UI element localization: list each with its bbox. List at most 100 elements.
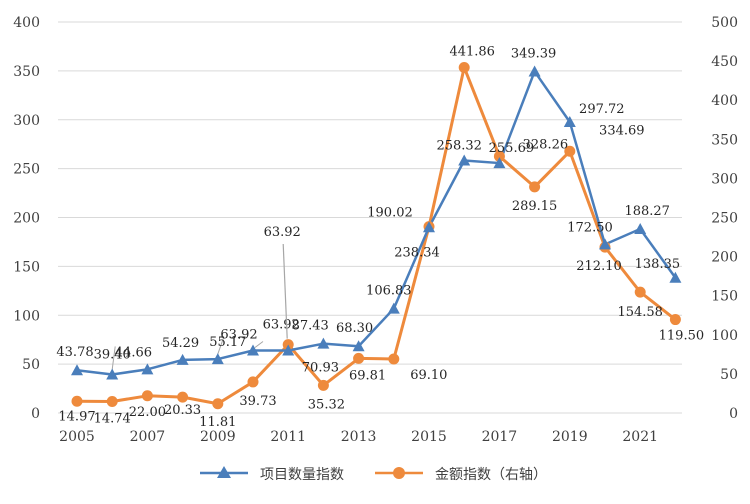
left-tick-label: 0	[31, 406, 40, 422]
amount-index-label: 39.73	[239, 394, 276, 409]
amount-index-label: 35.32	[308, 397, 345, 412]
annotation-leader	[282, 243, 288, 339]
annotation-label: 63.92	[264, 225, 301, 240]
amount-index-point	[247, 376, 259, 388]
left-tick-label: 350	[13, 64, 40, 80]
legend-item-amount-index[interactable]: 金额指数（右轴）	[375, 467, 547, 483]
annotations: 63.92	[264, 225, 301, 339]
right-tick-label: 300	[711, 171, 738, 187]
amount-index-point	[71, 395, 83, 407]
gridlines	[58, 21, 682, 414]
legend-item-count-index[interactable]: 项目数量指数	[200, 466, 344, 483]
count-index-point	[493, 157, 506, 169]
x-tick-label: 2019	[552, 429, 588, 445]
left-tick-label: 50	[22, 357, 40, 373]
left-tick-label: 400	[13, 15, 40, 31]
count-index-label: 106.83	[366, 284, 412, 299]
amount-index-label: 289.15	[512, 199, 558, 214]
count-index-point	[317, 337, 330, 349]
amount-index-point	[141, 390, 153, 402]
amount-index-point	[458, 61, 470, 73]
count-index-point	[141, 363, 154, 375]
count-index-label: 255.69	[489, 141, 535, 156]
amount-index-label: 441.86	[449, 44, 495, 59]
legend: 项目数量指数 金额指数（右轴）	[200, 466, 547, 483]
count-index-label: 63.92	[220, 328, 257, 343]
amount-index-label: 87.43	[292, 319, 329, 334]
leader-line	[254, 341, 264, 348]
triangle-marker-icon	[217, 466, 231, 478]
x-tick-label: 2021	[622, 429, 658, 445]
amount-index-label: 334.69	[599, 123, 645, 138]
amount-index-label: 11.81	[199, 415, 236, 430]
count-index-label: 190.02	[367, 205, 413, 220]
count-index-label: 172.50	[567, 220, 613, 235]
x-tick-label: 2015	[411, 429, 447, 445]
count-index-line	[76, 70, 677, 376]
count-index-label: 68.30	[336, 321, 373, 336]
right-tick-label: 450	[711, 54, 738, 70]
count-index-point	[669, 271, 682, 283]
count-index-label: 349.39	[511, 46, 557, 61]
amount-index-label: 238.34	[394, 246, 440, 261]
count-index-label: 297.72	[579, 102, 625, 117]
right-tick-label: 150	[711, 289, 738, 305]
x-axis: 2005 2007 2009 2011 2013 2015 2017 2019 2021	[59, 429, 658, 445]
count-index-point	[352, 340, 365, 352]
amount-index-label: 328.26	[523, 137, 569, 152]
amount-index-label: 14.97	[58, 409, 95, 424]
right-tick-label: 250	[711, 211, 738, 227]
x-tick-label: 2007	[130, 429, 166, 445]
count-index-label: 54.29	[162, 336, 199, 351]
amount-index-point	[634, 286, 646, 298]
right-tick-label: 350	[711, 132, 738, 148]
x-tick-label: 2017	[482, 429, 518, 445]
amount-index-label: 69.10	[410, 368, 447, 383]
amount-index-label: 212.10	[576, 259, 622, 274]
amount-index-point	[564, 145, 576, 157]
x-tick-label: 2013	[341, 429, 377, 445]
count-index-point	[247, 344, 259, 356]
amount-index-point	[317, 379, 329, 391]
amount-index-point	[177, 391, 189, 403]
right-tick-label: 200	[711, 250, 738, 266]
count-index-label: 188.27	[624, 204, 670, 219]
right-tick-label: 400	[711, 93, 738, 109]
left-tick-label: 250	[13, 162, 40, 178]
count-index-point	[458, 154, 471, 166]
leader-line	[111, 346, 116, 370]
x-tick-label: 2011	[270, 429, 306, 445]
count-index-point	[599, 238, 611, 250]
legend-label-count: 项目数量指数	[260, 467, 344, 483]
amount-index-point	[353, 352, 365, 364]
leader-line	[217, 336, 225, 355]
x-tick-label: 2009	[200, 429, 236, 445]
count-index-point	[528, 65, 541, 77]
amount-index-label: 20.33	[164, 403, 201, 418]
amount-index-point	[529, 181, 541, 193]
count-index-point	[387, 302, 400, 314]
x-tick-label: 2005	[59, 429, 95, 445]
right-tick-label: 500	[711, 15, 738, 31]
left-tick-label: 100	[13, 308, 40, 324]
count-index-point	[563, 115, 576, 127]
count-index-label: 258.32	[436, 138, 482, 153]
amount-index-point	[669, 314, 681, 326]
left-y-axis: 0 50 100 150 200 250 300 350 400	[13, 15, 40, 422]
amount-index-label: 119.50	[659, 329, 705, 344]
count-index-label: 55.17	[209, 335, 246, 350]
right-y-axis: 0 50 100 150 200 250 300 350 400 450 500	[711, 15, 738, 422]
amount-index-point	[212, 398, 224, 410]
count-index-point	[634, 222, 647, 234]
count-index-point	[423, 221, 435, 233]
amount-index-point	[388, 353, 400, 365]
left-tick-label: 200	[13, 211, 40, 227]
count-index-label: 43.78	[56, 345, 93, 360]
left-tick-label: 150	[13, 259, 40, 275]
series-layer	[71, 61, 682, 410]
amount-index-label: 22.00	[129, 405, 166, 420]
count-index-point	[71, 364, 83, 376]
right-tick-label: 50	[720, 367, 738, 383]
